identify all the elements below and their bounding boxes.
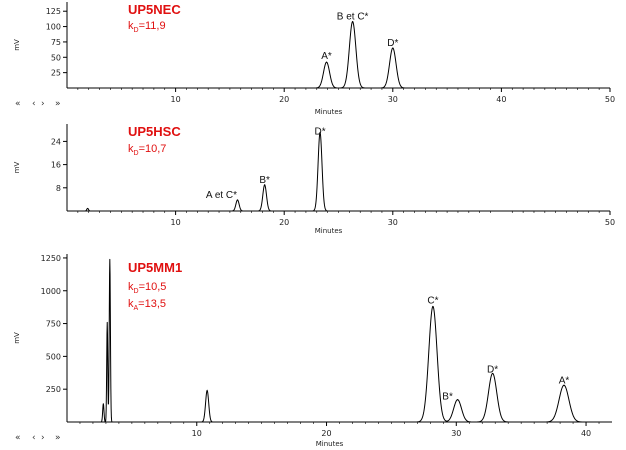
- nav-arrow-forward-4[interactable]: »: [55, 99, 61, 109]
- minor-peak-apex: [87, 207, 89, 209]
- k-value-D: kD=10,7: [128, 143, 166, 157]
- k-symbol: k: [128, 143, 134, 155]
- peak-apex: [392, 47, 394, 49]
- minor-peak-apex: [109, 258, 111, 260]
- minor-peak-apex: [102, 403, 104, 405]
- k-value-D: kD=10,5: [128, 281, 166, 295]
- x-tick-label: 10: [171, 95, 181, 104]
- chart-panel-2: 8 16 24 10 20 30 50 Minutes mV UP5HSC kD=10,7 A et …: [13, 124, 615, 235]
- y-tick-label: 8: [56, 184, 61, 193]
- k-subscript: A: [134, 305, 139, 312]
- y-tick-label: 50: [51, 53, 61, 62]
- x-tick-label: 40: [496, 95, 506, 104]
- y-tick-label: 500: [46, 352, 61, 361]
- peak-label: D*: [487, 364, 498, 375]
- y-tick-label: 125: [46, 7, 61, 16]
- y-tick-label: 75: [51, 38, 61, 47]
- peak-label: C*: [427, 296, 438, 307]
- k-subscript: D: [134, 288, 139, 295]
- chromatogram-trace: [67, 131, 393, 212]
- y-axis-label: mV: [13, 161, 21, 173]
- y-tick-label: 750: [46, 320, 61, 329]
- y-axis-label: mV: [13, 39, 21, 51]
- nav-arrow-back-2[interactable]: ‹: [32, 99, 36, 109]
- peak-apex: [264, 184, 266, 186]
- k-value-D: kD=11,9: [128, 20, 166, 34]
- peak-apex: [236, 199, 239, 201]
- x-tick-label: 30: [388, 95, 398, 104]
- nav-arrow-forward-4[interactable]: »: [55, 433, 61, 443]
- peak-label: A*: [321, 51, 332, 62]
- x-tick-label: 10: [171, 218, 181, 227]
- x-tick-label: 20: [279, 218, 289, 227]
- nav-arrow-back-2[interactable]: ‹: [32, 433, 36, 443]
- x-axis-label: Minutes: [316, 440, 344, 448]
- chromatogram-trace: [67, 21, 437, 89]
- x-tick-label: 20: [279, 95, 289, 104]
- peak-label: B*: [259, 175, 270, 186]
- y-tick-label: 1000: [41, 287, 61, 296]
- y-tick-label: 16: [51, 161, 61, 170]
- y-tick-label: 25: [51, 69, 61, 78]
- k-subscript: D: [134, 27, 139, 34]
- minor-peak-apex: [206, 390, 208, 391]
- peak-label: D*: [387, 38, 398, 49]
- y-tick-label: 1250: [41, 254, 61, 263]
- y-tick-label: 250: [46, 385, 61, 394]
- peak-apex: [319, 132, 321, 134]
- k-symbol: k: [128, 281, 134, 293]
- x-tick-label: 50: [605, 95, 615, 104]
- y-tick-label: 100: [46, 23, 61, 32]
- peak-apex: [456, 399, 459, 401]
- peak-apex: [563, 384, 565, 386]
- x-axis-label: Minutes: [315, 227, 343, 235]
- x-tick-label: 20: [321, 429, 331, 438]
- peak-apex: [352, 21, 354, 23]
- chart-title: UP5NEC: [128, 2, 181, 17]
- chart-title: UP5MM1: [128, 260, 182, 275]
- peak-label: A et C*: [206, 190, 237, 201]
- peak-label: B*: [442, 392, 453, 403]
- x-tick-label: 10: [192, 429, 202, 438]
- nav-arrow-forward-3[interactable]: ›: [41, 99, 45, 109]
- k-symbol: k: [128, 298, 134, 310]
- x-tick-label: 40: [581, 429, 591, 438]
- k-number: =10,7: [139, 143, 167, 155]
- k-value-A: kA=13,5: [128, 298, 166, 312]
- minor-peak-apex: [106, 321, 108, 323]
- k-number: =13,5: [138, 298, 166, 310]
- x-tick-label: 30: [451, 429, 461, 438]
- k-subscript: D: [134, 150, 139, 157]
- y-tick-label: 24: [51, 137, 61, 146]
- nav-arrow-forward-3[interactable]: ›: [41, 433, 45, 443]
- x-tick-label: 50: [605, 218, 615, 227]
- chart-panel-3: 250 500 750 1000 1250 10 20 30 40 Minutes mV UP5MM1…: [13, 254, 612, 448]
- peak-apex: [492, 372, 494, 375]
- k-number: =11,9: [139, 20, 166, 32]
- nav-arrow-back-1[interactable]: «: [15, 99, 21, 109]
- k-number: =10,5: [139, 281, 167, 293]
- x-tick-label: 30: [388, 218, 398, 227]
- peak-apex: [432, 305, 434, 308]
- peak-apex: [325, 61, 328, 63]
- peak-label: B et C*: [337, 12, 369, 23]
- y-axis-label: mV: [13, 332, 21, 344]
- peak-label: D*: [314, 127, 325, 138]
- chart-title: UP5HSC: [128, 124, 181, 139]
- peak-label: A*: [559, 375, 570, 386]
- chromatogram-trace: [67, 259, 612, 423]
- x-axis-label: Minutes: [315, 108, 343, 116]
- nav-arrow-back-1[interactable]: «: [15, 433, 21, 443]
- k-symbol: k: [128, 20, 134, 32]
- chart-panel-1: 25 50 75 100 125 10 20 30 40 50 Minutes mV UP5NEC kD=…: [13, 2, 615, 116]
